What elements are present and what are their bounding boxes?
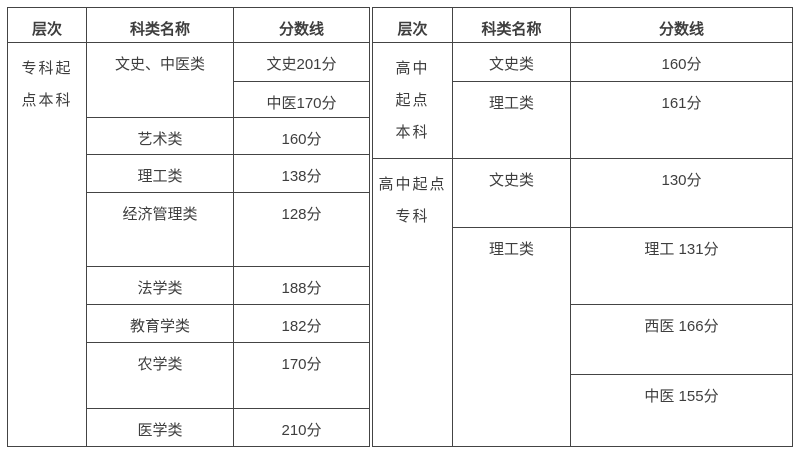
left-header-row: 层次 科类名称 分数线: [7, 7, 370, 43]
table-row: 高中 起点 本科 文史类 160分: [372, 42, 793, 159]
category-cell-nongxue: 农学类: [86, 342, 234, 409]
score-cell-wenshi201: 文史201分: [233, 42, 370, 82]
category-cell-jingji: 经济管理类: [86, 192, 234, 267]
right-header-row: 层次 科类名称 分数线: [372, 7, 793, 43]
table-row: 中医 155分: [373, 374, 793, 447]
score-cell-jingji: 128分: [233, 192, 370, 267]
score-cell-ligong: 138分: [233, 154, 370, 193]
score-cell-xiyi-zhuan: 西医 166分: [570, 304, 793, 375]
left-header-category: 科类名称: [86, 7, 234, 43]
table-row: 高中起点 专科 文史类 130分: [372, 158, 793, 447]
category-cell-wenshi-zhongyi: 文史、中医类: [86, 42, 234, 118]
table-row: 法学类 188分: [8, 266, 370, 305]
score-cell-yishu: 160分: [233, 117, 370, 155]
table-row: 专科起 点本科 文史、中医类 文史201分: [7, 42, 370, 447]
table-row: 中医170分: [8, 81, 370, 118]
score-cell-zhongyi-zhuan: 中医 155分: [570, 374, 793, 447]
category-cell-faxue: 法学类: [86, 266, 234, 305]
level-cell-gaoqiben: 高中 起点 本科: [372, 42, 453, 159]
category-cell-yixue: 医学类: [86, 408, 234, 447]
score-cell-nongxue: 170分: [233, 342, 370, 409]
gaoqiben-gaoqizhuan-score-table: 层次 科类名称 分数线 高中 起点 本科 文史类 160分 理工类 161分 高…: [372, 7, 793, 447]
category-cell-ligong-zhuan: 理工类: [452, 227, 571, 447]
table-row: 理工类 161分: [373, 81, 793, 159]
score-cell-ligong-ben: 161分: [570, 81, 793, 159]
score-cell-jiaoyu: 182分: [233, 304, 370, 343]
score-cell-wenshi-ben: 160分: [570, 42, 793, 82]
score-cell-faxue: 188分: [233, 266, 370, 305]
score-cell-zhongyi170: 中医170分: [233, 81, 370, 118]
table-row: 理工类 138分: [8, 154, 370, 193]
category-cell-yishu: 艺术类: [86, 117, 234, 155]
table-row: 西医 166分: [373, 304, 793, 375]
category-cell-ligong: 理工类: [86, 154, 234, 193]
table-row: 医学类 210分: [8, 408, 370, 447]
score-cell-ligong-zhuan: 理工 131分: [570, 227, 793, 305]
category-cell-wenshi-ben: 文史类: [452, 42, 571, 82]
category-cell-jiaoyu: 教育学类: [86, 304, 234, 343]
table-row: 农学类 170分: [8, 342, 370, 409]
table-row: 教育学类 182分: [8, 304, 370, 343]
category-cell-ligong-ben: 理工类: [452, 81, 571, 159]
right-header-scoreline: 分数线: [570, 7, 793, 43]
left-header-level: 层次: [7, 7, 87, 43]
level-cell-gaoqizhuan: 高中起点 专科: [372, 158, 453, 447]
right-header-category: 科类名称: [452, 7, 571, 43]
table-row: 经济管理类 128分: [8, 192, 370, 267]
score-cell-yixue: 210分: [233, 408, 370, 447]
level-cell-zhuanshengben: 专科起 点本科: [7, 42, 87, 447]
score-cell-wenshi-zhuan: 130分: [570, 158, 793, 228]
table-row: 艺术类 160分: [8, 117, 370, 155]
category-cell-wenshi-zhuan: 文史类: [452, 158, 571, 228]
right-header-level: 层次: [372, 7, 453, 43]
zhuanshengben-score-table: 层次 科类名称 分数线 专科起 点本科 文史、中医类 文史201分 中医170分…: [7, 7, 370, 447]
left-header-scoreline: 分数线: [233, 7, 370, 43]
table-row: 理工类 理工 131分: [373, 227, 793, 447]
